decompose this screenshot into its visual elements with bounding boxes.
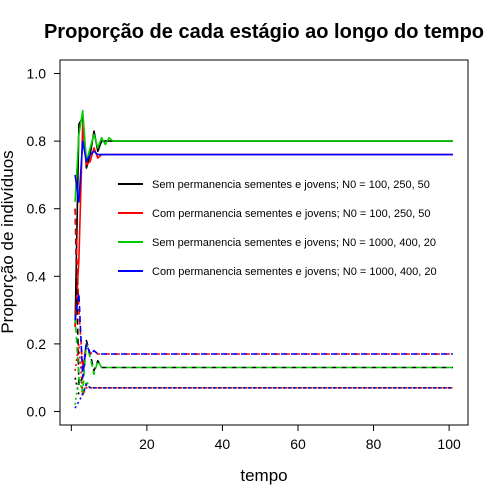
x-tick-label: 80: [366, 436, 382, 452]
y-tick-label: 0.6: [27, 201, 47, 217]
y-tick-label: 0.2: [27, 336, 47, 352]
x-axis-label: tempo: [240, 466, 287, 485]
y-tick-label: 0.0: [27, 403, 47, 419]
series-line-adults-3: [74, 140, 453, 203]
y-axis: 0.0 0.2 0.4 0.6 0.8 1.0: [27, 66, 60, 419]
x-tick-label: 20: [139, 436, 155, 452]
x-axis: 20 40 60 80 100: [70, 425, 461, 452]
x-tick-label: 40: [215, 436, 231, 452]
legend-label: Sem permanencia sementes e jovens; N0 = …: [152, 179, 430, 191]
legend-label: Com permanencia sementes e jovens; N0 = …: [152, 208, 431, 220]
y-tick-label: 1.0: [27, 66, 47, 82]
y-tick-label: 0.4: [27, 268, 47, 284]
x-tick-label: 60: [290, 436, 306, 452]
series-line-adults-2: [74, 109, 453, 202]
series-layer: [74, 109, 453, 409]
legend: Sem permanencia sementes e jovens; N0 = …: [118, 179, 437, 278]
series-line-stage2-9: [74, 343, 453, 396]
series-line-stage1-7: [74, 292, 453, 379]
x-tick-label: 100: [437, 436, 461, 452]
legend-label: Sem permanencia sementes e jovens; N0 = …: [152, 237, 436, 249]
chart-title: Proporção de cada estágio ao longo do te…: [44, 21, 484, 43]
series-line-stage2-11: [74, 383, 453, 409]
plot-frame: [59, 59, 469, 426]
y-axis-label: Proporção de indivíduos: [0, 150, 17, 333]
y-tick-label: 0.8: [27, 133, 47, 149]
legend-label: Com permanencia sementes e jovens; N0 = …: [152, 266, 437, 278]
